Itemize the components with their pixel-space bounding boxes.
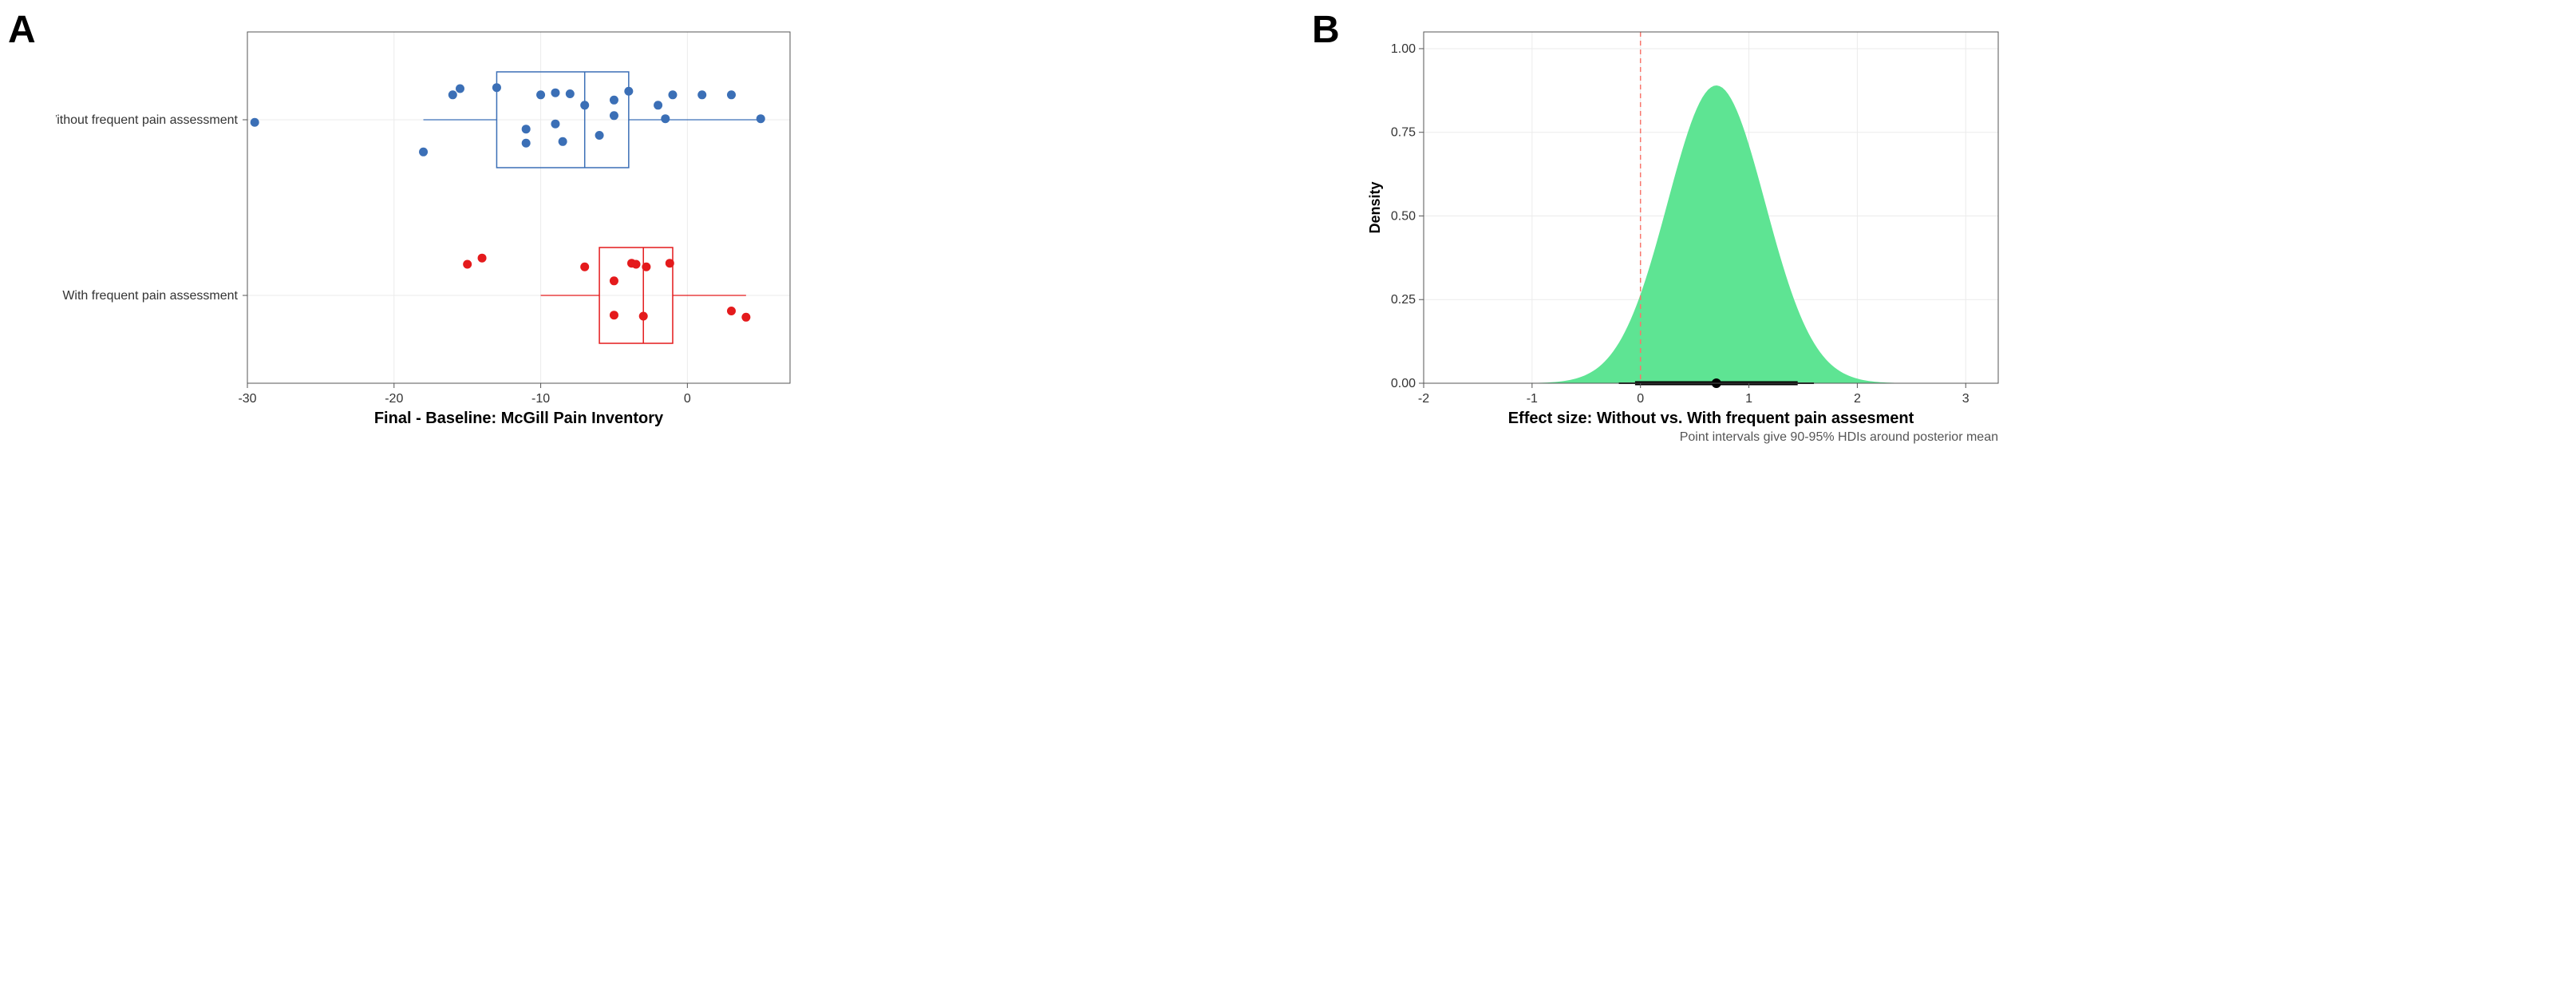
panel-a-label: A	[8, 8, 36, 52]
svg-text:Point intervals give 90-95% HD: Point intervals give 90-95% HDIs around …	[1680, 430, 1998, 444]
svg-text:0.50: 0.50	[1391, 209, 1416, 223]
panel-b-svg: -2 -1 0 1 2 3 0.00 0.25 0.50 0.75 1.00 Effect size:…	[1360, 16, 2014, 447]
panel-a-plot-wrap: -30 -20 -10 0 Final - Baseline: McGill Pain …	[56, 16, 1256, 431]
panel-b: B -2-101230.000.250.500.751.00Effect siz…	[1320, 16, 2560, 447]
svg-text:-10: -10	[531, 392, 550, 406]
svg-text:1.00: 1.00	[1391, 42, 1416, 56]
svg-text:-1: -1	[1527, 392, 1538, 406]
svg-text:0.25: 0.25	[1391, 293, 1416, 307]
svg-text:0.75: 0.75	[1391, 126, 1416, 140]
svg-text:Density: Density	[1367, 181, 1383, 233]
panel-a: A -30-20-100Final - Baseline: McGill Pai…	[16, 16, 1256, 447]
panel-b-plot-wrap: -2 -1 0 1 2 3 0.00 0.25 0.50 0.75 1.00 Effect size:…	[1360, 16, 2560, 447]
svg-text:3: 3	[1962, 392, 1970, 406]
svg-text:-2: -2	[1418, 392, 1429, 406]
svg-text:0: 0	[1637, 392, 1644, 406]
svg-text:1: 1	[1745, 392, 1752, 406]
figure-container: A -30-20-100Final - Baseline: McGill Pai…	[16, 16, 2560, 447]
svg-text:Effect size: Without vs. With: Effect size: Without vs. With frequent p…	[1508, 410, 1914, 427]
svg-text:0.00: 0.00	[1391, 377, 1416, 390]
svg-text:With frequent pain assessment: With frequent pain assessment	[62, 289, 238, 303]
panel-a-svg: -30 -20 -10 0 Final - Baseline: McGill Pain …	[56, 16, 806, 431]
svg-text:-20: -20	[385, 392, 403, 406]
svg-text:Without frequent pain assessme: Without frequent pain assessment	[56, 113, 239, 127]
svg-text:0: 0	[684, 392, 691, 406]
svg-text:-30: -30	[238, 392, 256, 406]
svg-text:2: 2	[1854, 392, 1861, 406]
panel-b-label: B	[1312, 8, 1340, 52]
svg-text:Final - Baseline: McGill Pain: Final - Baseline: McGill Pain Inventory	[374, 410, 664, 427]
